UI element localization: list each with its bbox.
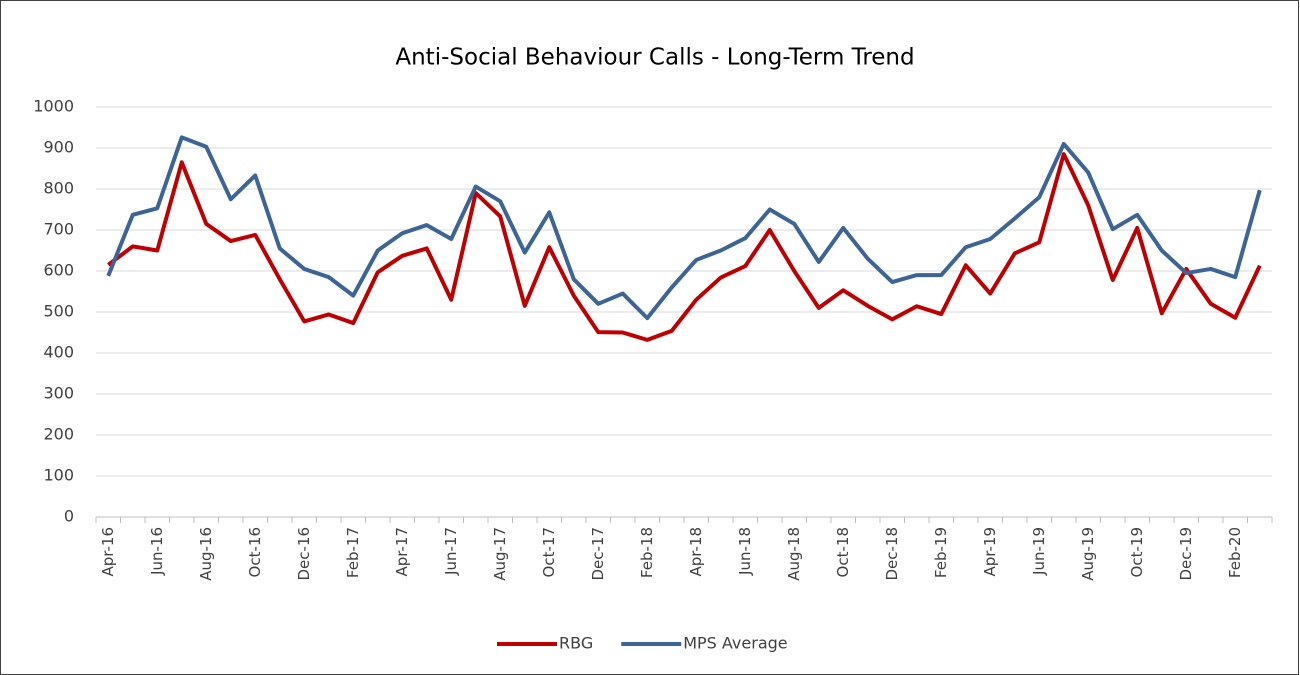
x-tick-label: Jun-16: [148, 527, 166, 576]
x-tick-label: Feb-17: [344, 527, 362, 578]
x-tick-label: Apr-16: [99, 527, 117, 577]
x-tick-label: Jun-18: [736, 527, 754, 576]
x-tick-label: Apr-19: [981, 527, 999, 577]
y-tick-label: 600: [43, 261, 74, 280]
chart-title: Anti-Social Behaviour Calls - Long-Term …: [395, 45, 914, 71]
y-tick-label: 400: [43, 343, 74, 362]
y-tick-label: 200: [43, 425, 74, 444]
y-tick-label: 100: [43, 466, 74, 485]
series-line: [106, 135, 1262, 321]
x-tick-label: Feb-20: [1226, 527, 1244, 578]
y-tick-label: 800: [43, 179, 74, 198]
y-tick-label: 500: [43, 302, 74, 321]
x-tick-label: Aug-18: [785, 527, 803, 581]
x-tick-label: Dec-18: [883, 527, 901, 581]
x-tick-label: Oct-16: [246, 527, 264, 577]
y-tick-label: 300: [43, 384, 74, 403]
y-tick-label: 0: [64, 507, 74, 526]
y-tick-label: 900: [43, 138, 74, 157]
x-tick-label: Apr-18: [687, 527, 705, 577]
y-tick-label: 700: [43, 220, 74, 239]
x-tick-label: Jun-19: [1030, 527, 1048, 576]
x-tick-label: Dec-17: [589, 527, 607, 581]
x-tick-label: Jun-17: [442, 527, 460, 576]
x-tick-label: Aug-17: [491, 527, 509, 581]
x-tick-label: Oct-19: [1128, 527, 1146, 577]
x-tick-label: Aug-16: [197, 527, 215, 581]
legend-label: RBG: [559, 634, 593, 653]
x-tick-label: Oct-18: [834, 527, 852, 577]
x-tick-label: Dec-16: [295, 527, 313, 581]
x-tick-label: Feb-19: [932, 527, 950, 578]
x-tick-label: Feb-18: [638, 527, 656, 578]
x-tick-label: Apr-17: [393, 527, 411, 577]
y-tick-label: 1000: [33, 97, 74, 116]
x-tick-label: Dec-19: [1177, 527, 1195, 581]
legend-label: MPS Average: [683, 634, 787, 653]
x-tick-label: Aug-19: [1079, 527, 1097, 581]
series-line: [107, 152, 1262, 342]
x-tick-label: Oct-17: [540, 527, 558, 577]
